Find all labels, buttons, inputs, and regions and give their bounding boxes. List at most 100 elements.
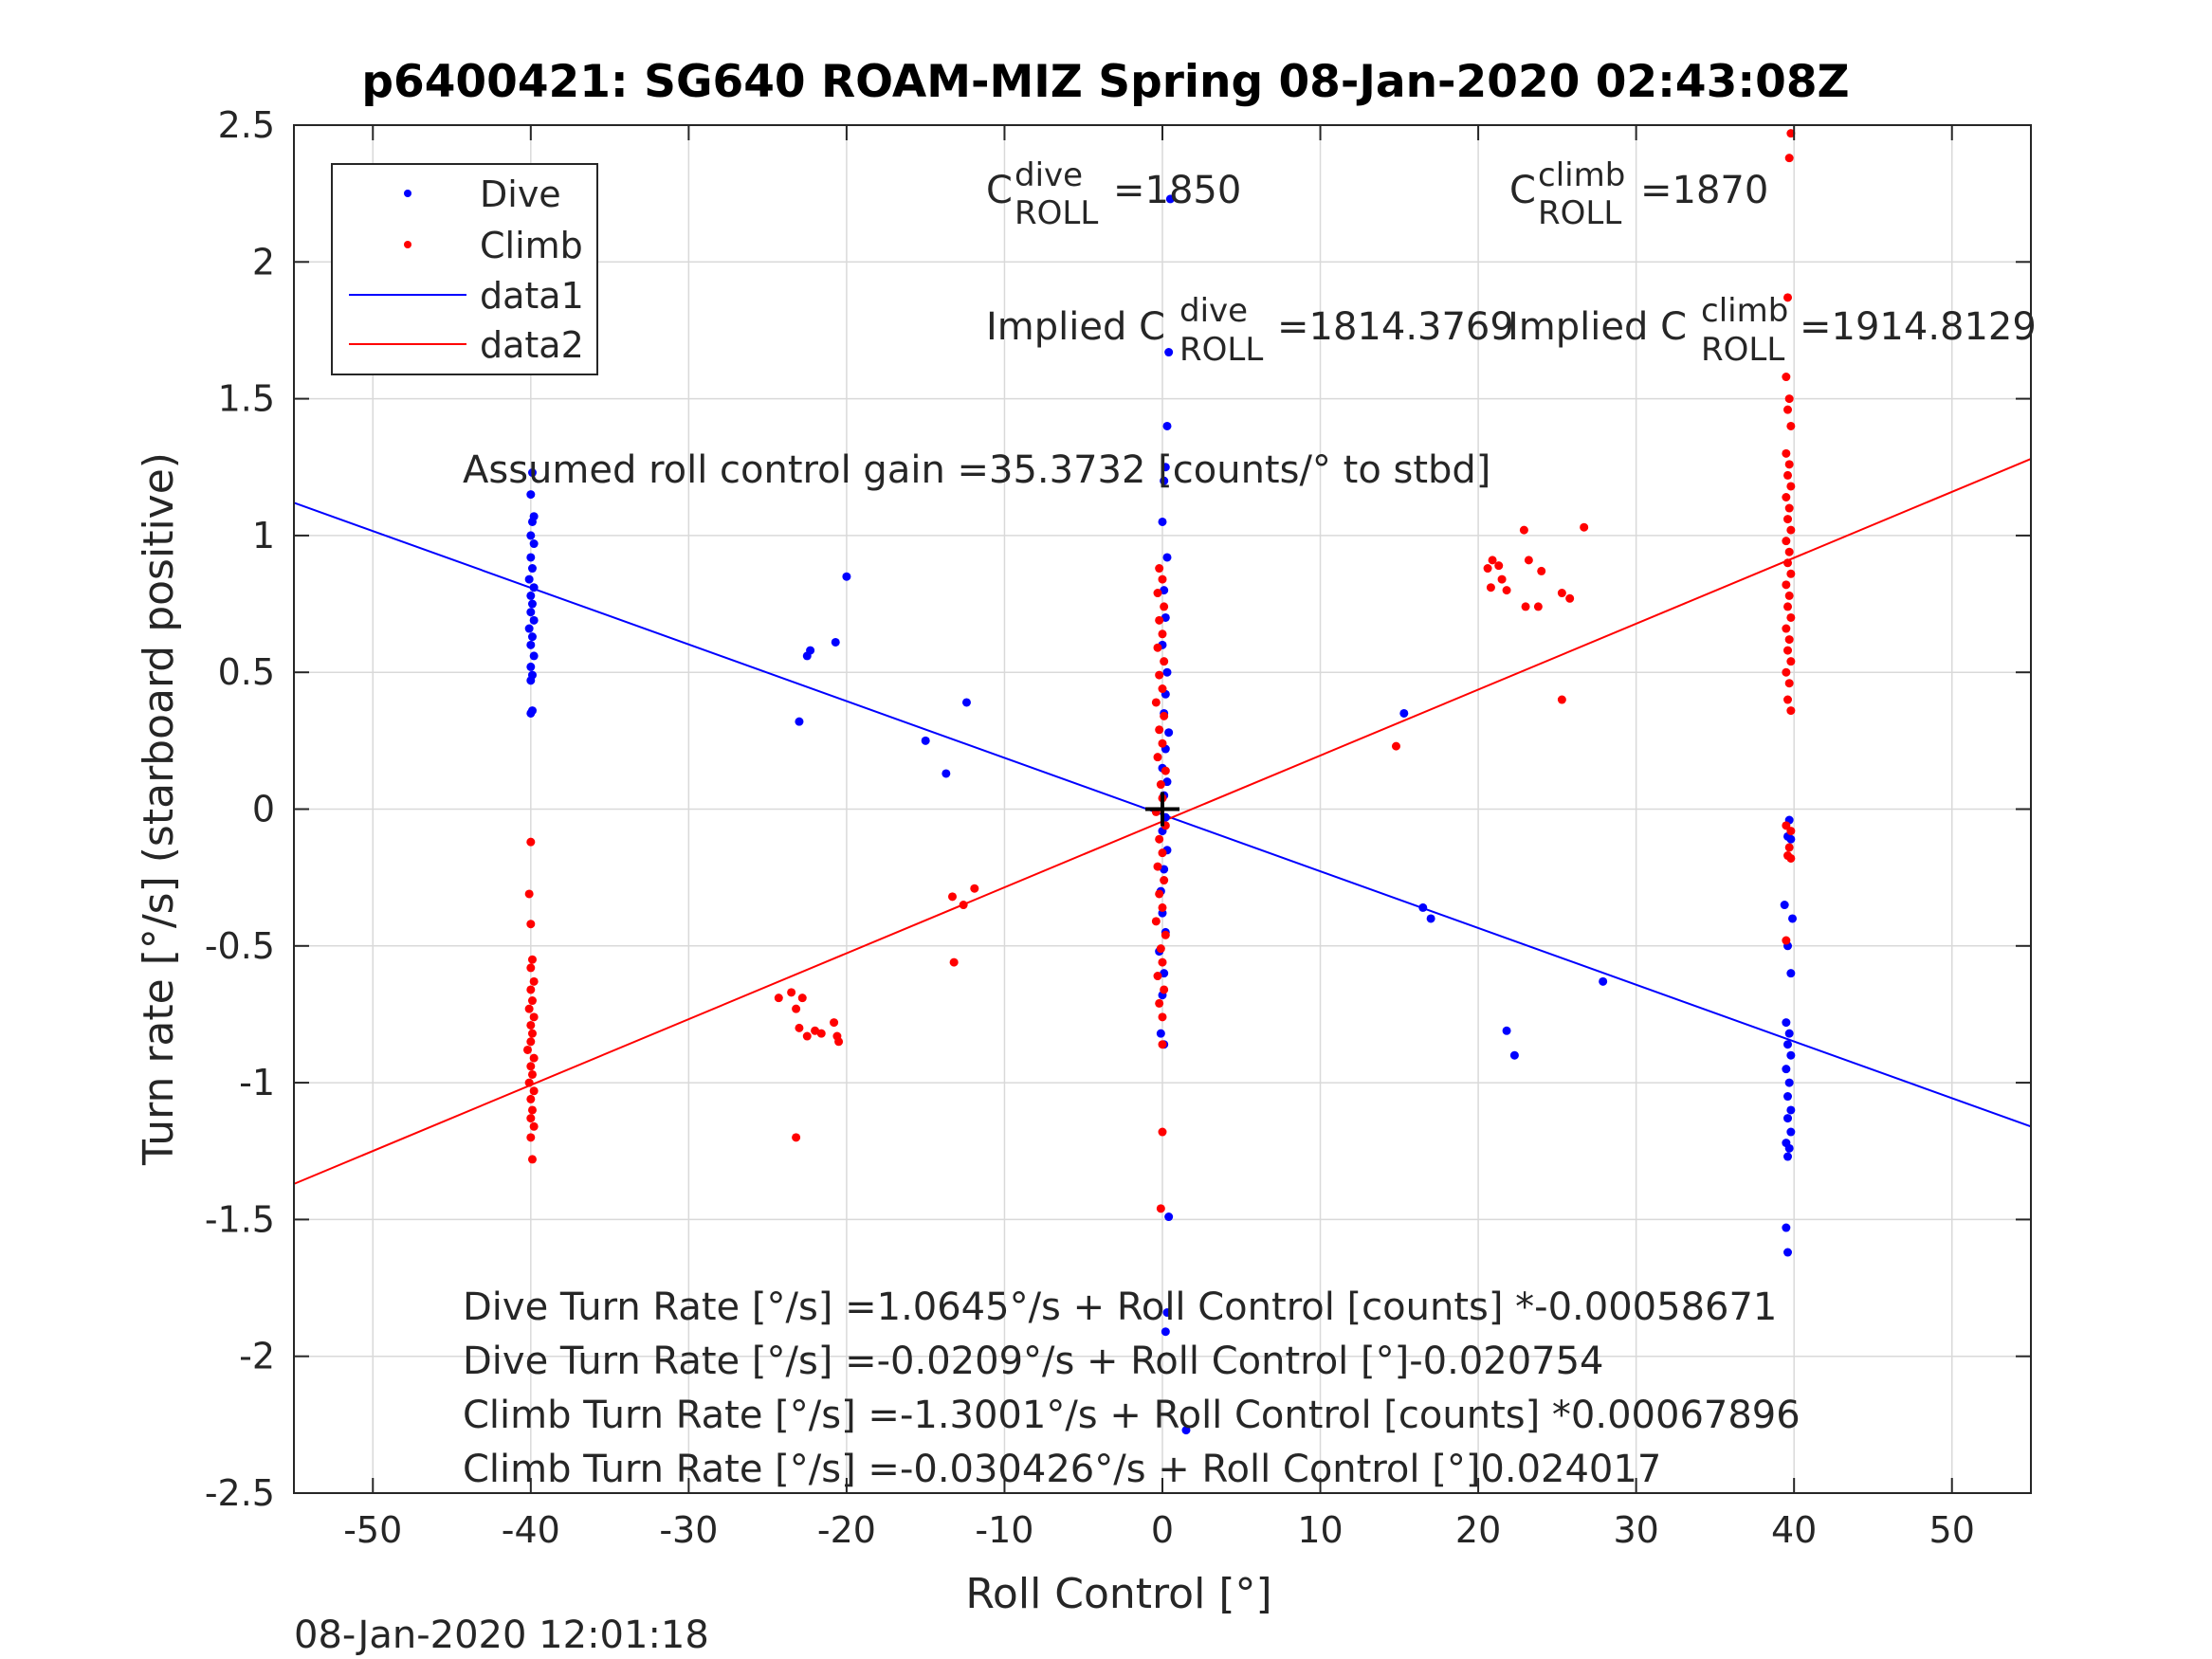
y-tick-label: 0.5 [218,651,275,693]
point-climb [1783,695,1793,704]
point-dive [526,591,536,600]
annotation-cdive: Cdive ROLL=1850 [986,156,1241,232]
point-climb [1786,612,1796,622]
axis-ticks: -50 -40 -30 -20 -10 0 10 20 30 40 50-2.5-2-1.5-1-0… [205,104,2031,1551]
x-tick-label: 40 [1771,1509,1817,1551]
point-climb [1151,917,1161,926]
point-climb [1782,448,1791,458]
point-dive [795,717,804,726]
point-climb [1557,695,1566,704]
point-dive [1418,902,1428,912]
point-climb [1158,848,1167,858]
point-climb [1160,876,1169,885]
x-tick-label: -40 [502,1509,560,1551]
point-climb [526,1062,536,1071]
point-climb [834,1037,844,1047]
point-dive [1783,1040,1793,1049]
point-climb [1565,593,1575,603]
point-climb [527,996,537,1006]
y-tick-label: -0.5 [205,925,275,967]
point-dive [1786,834,1796,844]
point-dive [961,698,971,707]
y-tick-label: -1 [239,1062,275,1103]
x-tick-label: 20 [1455,1509,1501,1551]
point-dive [806,646,815,655]
point-climb [529,976,539,986]
point-climb [1151,698,1161,707]
legend-swatch-climb [404,241,411,248]
point-climb [1786,482,1796,491]
point-climb [1153,972,1162,981]
point-climb [1155,615,1164,625]
point-dive [831,637,840,647]
point-climb [1783,470,1793,480]
point-climb [527,1029,537,1038]
point-dive [1786,1050,1796,1060]
point-climb [1784,460,1794,469]
point-dive [1181,1426,1191,1435]
point-climb [1782,537,1791,546]
point-dive [1162,667,1172,677]
y-tick-label: 1 [252,515,275,556]
point-climb [1153,589,1162,598]
point-climb [1533,602,1543,611]
annotation-gain: Assumed roll control gain =35.3732 [coun… [463,448,1490,492]
point-climb [524,1078,534,1087]
point-dive [529,651,539,661]
point-climb [1155,889,1164,899]
legend-swatch-dive [404,190,411,197]
point-climb [949,957,959,967]
point-dive [1599,976,1608,986]
point-climb [959,901,968,910]
point-climb [1784,547,1794,556]
point-climb [522,1045,532,1054]
point-climb [1158,902,1167,912]
legend: Dive Climb data1 data2 [331,163,598,375]
point-climb [802,1031,812,1041]
legend-label-data1: data1 [480,275,584,317]
point-climb [1153,862,1162,871]
point-climb [1783,602,1793,611]
point-dive [1158,517,1167,526]
point-dive [1782,1018,1791,1028]
x-tick-label: 0 [1151,1509,1174,1551]
point-climb [527,1155,537,1164]
point-dive [529,615,539,625]
point-dive [1783,1152,1793,1161]
point-climb [529,1053,539,1063]
point-climb [1782,624,1791,633]
legend-label-dive: Dive [480,173,561,215]
point-dive [1784,1078,1794,1087]
point-dive [526,640,536,649]
y-tick-label: -2.5 [205,1472,275,1514]
point-dive [527,599,537,609]
annotation-eq1: Dive Turn Rate [°/s] =1.0645°/s + Roll C… [463,1285,1777,1329]
point-climb [1784,503,1794,513]
point-dive [1782,1065,1791,1074]
point-dive [1161,463,1170,472]
point-climb [1786,129,1796,138]
point-dive [1164,1212,1174,1222]
x-tick-label: -50 [343,1509,402,1551]
point-dive [526,608,536,617]
x-tick-label: -30 [659,1509,718,1551]
point-climb [1494,561,1504,571]
x-tick-label: 30 [1613,1509,1658,1551]
point-climb [1486,583,1495,592]
point-dive [1784,1029,1794,1038]
point-climb [524,889,534,899]
point-climb [1502,586,1511,595]
point-climb [830,1018,839,1028]
point-climb [1488,556,1497,565]
point-dive [1162,421,1172,430]
point-climb [1158,1012,1167,1022]
point-climb [1158,574,1167,584]
point-dive [526,708,536,718]
point-dive [1502,1026,1511,1035]
point-climb [1158,957,1167,967]
point-dive [527,468,537,478]
point-climb [1524,556,1533,565]
x-tick-label: -10 [975,1509,1033,1551]
point-dive [526,490,536,500]
